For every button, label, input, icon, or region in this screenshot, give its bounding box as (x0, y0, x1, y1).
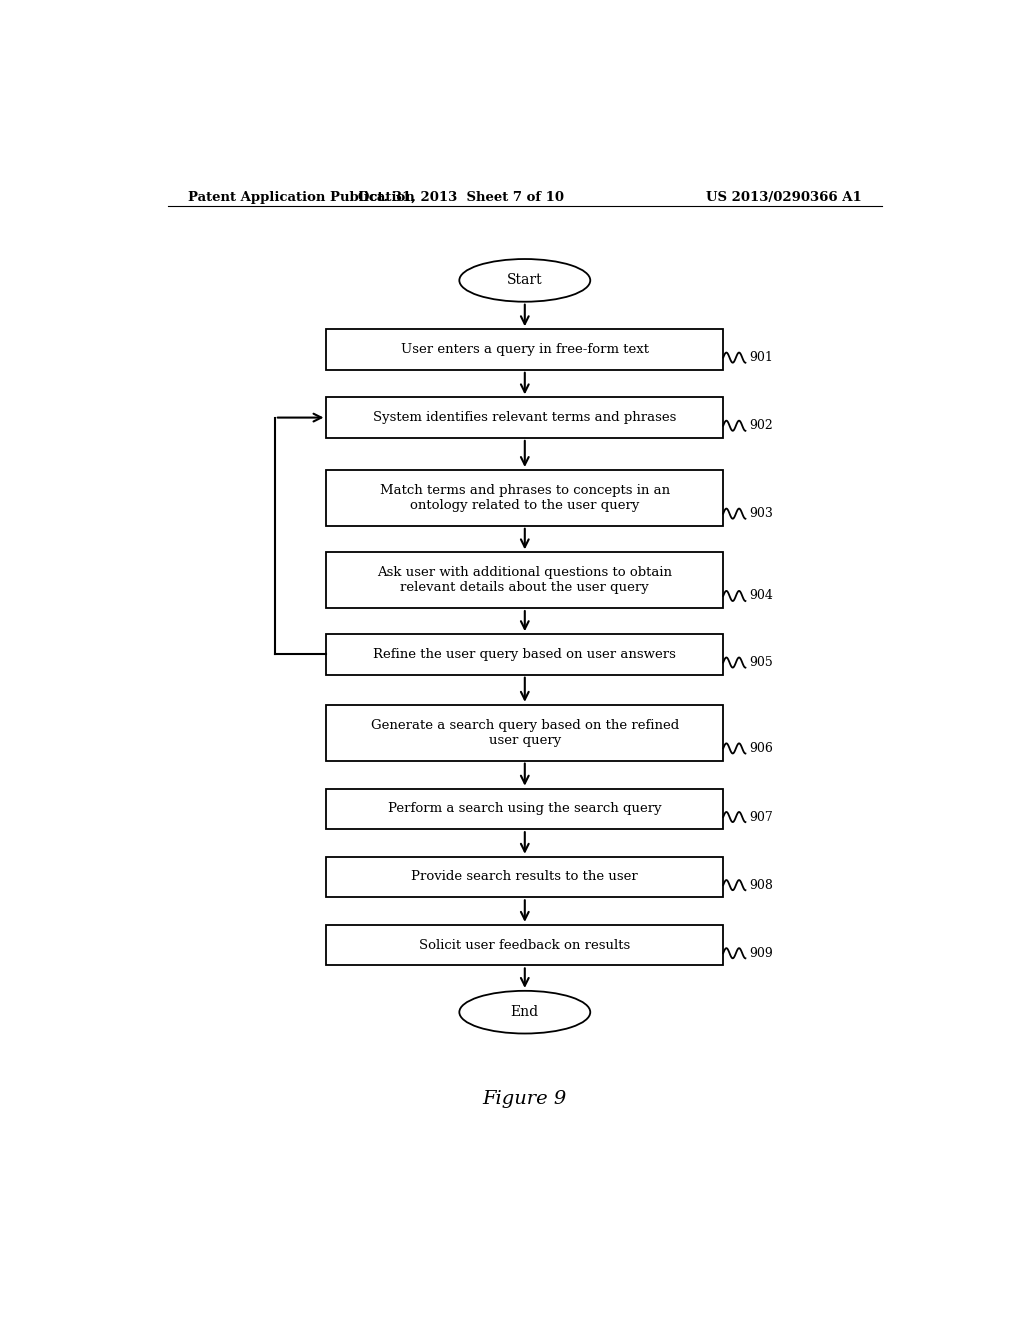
FancyBboxPatch shape (327, 857, 723, 898)
Text: US 2013/0290366 A1: US 2013/0290366 A1 (707, 190, 862, 203)
Text: 903: 903 (750, 507, 773, 520)
FancyBboxPatch shape (327, 634, 723, 675)
Text: Figure 9: Figure 9 (482, 1089, 567, 1107)
Text: System identifies relevant terms and phrases: System identifies relevant terms and phr… (373, 411, 677, 424)
Text: 909: 909 (750, 946, 773, 960)
Text: Solicit user feedback on results: Solicit user feedback on results (419, 939, 631, 952)
FancyBboxPatch shape (327, 925, 723, 965)
Text: Start: Start (507, 273, 543, 288)
Text: 908: 908 (750, 879, 773, 891)
Text: Oct. 31, 2013  Sheet 7 of 10: Oct. 31, 2013 Sheet 7 of 10 (358, 190, 564, 203)
Text: End: End (511, 1005, 539, 1019)
Ellipse shape (460, 991, 590, 1034)
FancyBboxPatch shape (327, 329, 723, 370)
Text: Perform a search using the search query: Perform a search using the search query (388, 803, 662, 816)
Text: User enters a query in free-form text: User enters a query in free-form text (400, 343, 649, 356)
Ellipse shape (460, 259, 590, 302)
Text: 907: 907 (750, 810, 773, 824)
Text: 904: 904 (750, 590, 773, 602)
FancyBboxPatch shape (327, 705, 723, 760)
Text: Refine the user query based on user answers: Refine the user query based on user answ… (374, 648, 676, 661)
Text: Ask user with additional questions to obtain
relevant details about the user que: Ask user with additional questions to ob… (377, 566, 673, 594)
FancyBboxPatch shape (327, 788, 723, 829)
Text: Patent Application Publication: Patent Application Publication (187, 190, 415, 203)
Text: 901: 901 (750, 351, 773, 364)
FancyBboxPatch shape (327, 470, 723, 525)
FancyBboxPatch shape (327, 552, 723, 609)
Text: Generate a search query based on the refined
user query: Generate a search query based on the ref… (371, 718, 679, 747)
Text: Match terms and phrases to concepts in an
ontology related to the user query: Match terms and phrases to concepts in a… (380, 484, 670, 512)
Text: 902: 902 (750, 420, 773, 432)
Text: 906: 906 (750, 742, 773, 755)
Text: Provide search results to the user: Provide search results to the user (412, 870, 638, 883)
FancyBboxPatch shape (327, 397, 723, 438)
Text: 905: 905 (750, 656, 773, 669)
